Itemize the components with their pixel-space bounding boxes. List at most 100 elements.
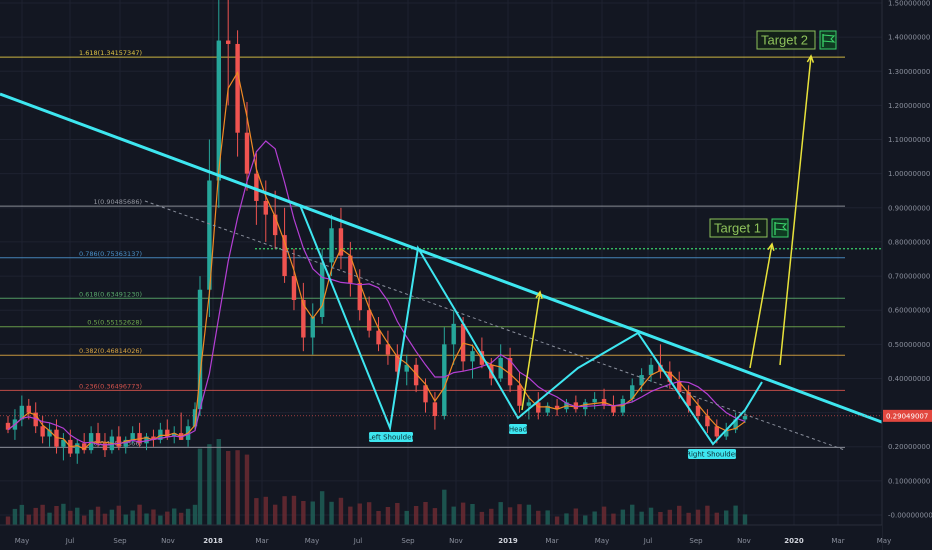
price-tick-label: 0.70000000: [888, 273, 930, 281]
candle-body: [19, 405, 25, 420]
candle-body: [385, 344, 391, 355]
volume-bar: [26, 514, 31, 525]
candle-body: [338, 228, 344, 256]
candle-body: [26, 405, 31, 413]
price-tick-label: 1.00000000: [888, 170, 930, 178]
candle-body: [413, 364, 419, 386]
projection-arrow-3: [779, 55, 812, 366]
candle-body: [517, 385, 522, 406]
volume-bar: [263, 496, 268, 525]
pattern-label-text: Left Shoulder: [368, 434, 415, 442]
dashed-trendline: [144, 200, 846, 451]
projection-arrow-2: [749, 243, 773, 369]
candle-body: [677, 381, 682, 393]
candle-body: [545, 405, 550, 413]
volume-bar: [630, 504, 635, 525]
fib-level-label: 0.5(0.55152628): [87, 319, 142, 327]
month-tick-label: Nov: [161, 537, 175, 545]
current-price-tag: [883, 409, 932, 422]
price-tick-label: 0.60000000: [888, 307, 930, 315]
month-tick-label: Jul: [643, 537, 653, 545]
price-tick-label: 1.20000000: [888, 102, 930, 110]
volume-bar: [705, 505, 710, 525]
projection-arrow-2-head: [767, 242, 775, 251]
fib-level-label: 1.618(1.34157347): [79, 49, 142, 57]
price-tick-label: 0.90000000: [888, 204, 930, 212]
candle-body: [47, 429, 52, 437]
candle-body: [724, 429, 729, 437]
price-tick-label: 0.80000000: [888, 238, 930, 246]
candle-body: [130, 433, 135, 440]
volume-bar: [620, 509, 626, 525]
candle-body: [165, 429, 170, 437]
moving-average-fast: [7, 70, 746, 450]
volume-bar: [102, 513, 108, 525]
volume-bar: [244, 454, 250, 525]
grid: [0, 0, 885, 525]
volume-bar: [639, 511, 644, 525]
volume-bar: [385, 507, 391, 525]
volume-bar: [695, 509, 701, 525]
month-tick-label: May: [877, 537, 891, 545]
candle-body: [611, 405, 616, 413]
fib-level-label: 0.382(0.46814026): [79, 347, 142, 355]
month-tick-label: Mar: [255, 537, 268, 545]
candle-body: [272, 214, 278, 236]
candle-body: [686, 392, 691, 406]
candle-body: [507, 357, 513, 386]
volume-bar: [545, 510, 550, 525]
candle-body: [658, 364, 663, 372]
candle-body: [404, 364, 409, 372]
fib-level-label: 1(0.90485686): [94, 198, 143, 206]
candle-body: [376, 330, 381, 345]
volume-bar: [172, 508, 177, 525]
volume-bar: [677, 505, 682, 525]
candle-body: [592, 398, 597, 403]
volume-bar: [517, 504, 522, 525]
volume-bar: [733, 505, 738, 525]
price-tick-label: -0.00000000: [888, 512, 932, 520]
target-label: Target 1: [714, 221, 761, 236]
pattern-label-box: [369, 432, 413, 442]
volume-bar: [151, 509, 156, 525]
volume-bar: [742, 514, 748, 525]
volume-bar: [116, 505, 122, 525]
volume-bar: [197, 448, 203, 525]
volume-bar: [498, 502, 503, 525]
volume-bar: [573, 508, 579, 525]
candle-body: [319, 262, 325, 318]
projection-arrow-1: [521, 291, 541, 411]
volume-bar: [526, 504, 532, 525]
pattern-overlays: Left Shoulder Head Right Shoulder Target 1 T…: [0, 30, 888, 459]
volume-bar: [423, 502, 428, 525]
month-tick-label: Jul: [65, 537, 75, 545]
volume-bar: [592, 511, 597, 525]
volume-bar: [5, 516, 11, 525]
target-box: [756, 30, 816, 50]
candle-body: [705, 416, 710, 427]
flag-icon: [771, 218, 789, 238]
month-tick-label: May: [305, 537, 319, 545]
candle-body: [282, 235, 287, 277]
candle-body: [357, 282, 362, 311]
month-tick-label: Nov: [737, 537, 751, 545]
flag-icon: [819, 30, 837, 50]
candle-body: [207, 180, 212, 290]
volume-bar: [40, 504, 45, 525]
month-tick-label: May: [15, 537, 29, 545]
volume-bar: [81, 515, 87, 525]
volume-bar: [648, 507, 654, 525]
year-tick-label: 2019: [498, 537, 518, 545]
volume-bar: [123, 514, 128, 525]
candle-body: [61, 439, 66, 447]
volume-bar: [583, 515, 588, 525]
candle-body: [310, 317, 315, 338]
price-tick-label: 1.10000000: [888, 136, 930, 144]
month-tick-label: Mar: [831, 537, 844, 545]
candle-body: [116, 436, 122, 447]
candle-body: [366, 310, 372, 331]
fib-level-label: 0.618(0.63491230): [79, 290, 142, 298]
volume-bar: [12, 508, 18, 525]
pattern-zigzag: [299, 204, 763, 446]
candle-body: [5, 422, 11, 430]
